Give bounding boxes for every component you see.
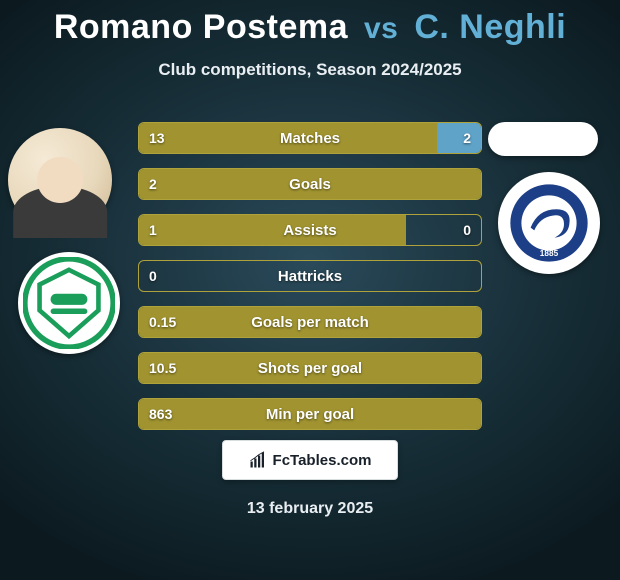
vs-label: vs xyxy=(358,12,404,45)
player1-avatar xyxy=(8,128,112,232)
bar-left xyxy=(139,215,406,245)
bar-left xyxy=(139,353,481,383)
avatar-head xyxy=(37,157,83,203)
groningen-badge-icon xyxy=(23,257,115,349)
stat-row: Min per goal863 xyxy=(138,398,482,430)
comparison-chart: Matches132Goals2Assists10Hattricks0Goals… xyxy=(138,122,482,444)
bar-left xyxy=(139,169,481,199)
club-badge-left xyxy=(18,252,120,354)
stat-value-right: 0 xyxy=(463,215,471,245)
comparison-card: Romano Postema vs C. Neghli Club competi… xyxy=(0,0,620,580)
player1-name: Romano Postema xyxy=(54,8,348,46)
watermark-text: FcTables.com xyxy=(273,452,372,469)
stat-row: Shots per goal10.5 xyxy=(138,352,482,384)
stat-row: Goals2 xyxy=(138,168,482,200)
watermark: FcTables.com xyxy=(222,440,398,480)
bar-left xyxy=(139,307,481,337)
millwall-badge-icon: 1885 xyxy=(503,177,595,269)
badge-year: 1885 xyxy=(540,249,559,258)
stat-row: Hattricks0 xyxy=(138,260,482,292)
bar-left xyxy=(139,123,437,153)
subtitle: Club competitions, Season 2024/2025 xyxy=(0,60,620,80)
bar-right xyxy=(437,123,481,153)
stat-value-left: 0 xyxy=(149,261,157,291)
player2-pill xyxy=(488,122,598,156)
club-badge-right: 1885 xyxy=(498,172,600,274)
player2-name: C. Neghli xyxy=(414,8,566,46)
stat-label: Hattricks xyxy=(139,261,481,291)
stat-row: Matches132 xyxy=(138,122,482,154)
date-label: 13 february 2025 xyxy=(0,500,620,518)
stat-row: Assists10 xyxy=(138,214,482,246)
chart-bars-icon xyxy=(249,451,267,469)
page-title: Romano Postema vs C. Neghli xyxy=(0,8,620,47)
stat-row: Goals per match0.15 xyxy=(138,306,482,338)
bar-left xyxy=(139,399,481,429)
